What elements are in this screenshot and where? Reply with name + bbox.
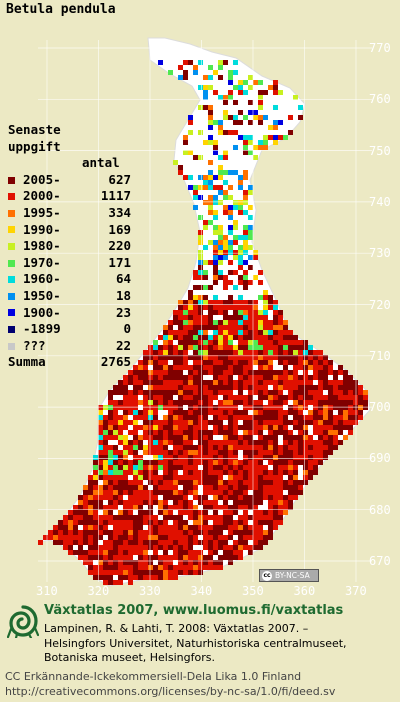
x-tick-label: 360 (293, 584, 316, 598)
citation-line-1: Lampinen, R. & Lahti, T. 2008: Växtatlas… (44, 622, 309, 635)
legend-item: 1995- 334 (8, 205, 131, 222)
x-tick-label: 370 (345, 584, 367, 598)
legend-item-count: 171 (108, 254, 131, 270)
cc-icon: cc (262, 570, 272, 581)
legend-sum-label: Summa (8, 354, 46, 370)
legend-item: ??? 22 (8, 338, 131, 355)
legend-item-count: 23 (115, 304, 131, 320)
legend-swatch (8, 292, 15, 300)
legend-item-count: 627 (108, 171, 131, 187)
legend-item-label: ??? (23, 337, 46, 353)
legend-item-label: 2005- (23, 171, 61, 187)
y-tick-label: 730 (369, 246, 391, 261)
license-line-1: CC Erkännande-Ickekommersiell-Dela Lika … (5, 670, 302, 683)
legend-item-label: 1970- (23, 254, 61, 270)
species-title: Betula pendula (6, 2, 116, 17)
license-text: CC Erkännande-Ickekommersiell-Dela Lika … (5, 670, 335, 699)
x-tick-label: 330 (139, 584, 161, 598)
map-canvas (38, 37, 372, 587)
citation-line-2: Helsingfors Universitet, Naturhistoriska… (44, 636, 347, 650)
legend-item: 1900- 23 (8, 305, 131, 322)
legend-item-label: 1995- (23, 204, 61, 220)
license-badge[interactable]: cc BY-NC-SA (259, 569, 319, 582)
legend-swatch (8, 242, 15, 250)
map-grid (38, 40, 372, 582)
legend-swatch (8, 193, 15, 201)
legend-swatch (8, 259, 15, 267)
legend-swatch (8, 309, 15, 317)
legend-item: 2000- 1117 (8, 188, 131, 205)
legend-item-count: 1117 (100, 188, 131, 204)
y-tick-label: 690 (369, 451, 391, 466)
legend-item: 1950- 18 (8, 288, 131, 305)
legend-item-count: 220 (108, 238, 131, 254)
footer-citation: Lampinen, R. & Lahti, T. 2008: Växtatlas… (44, 622, 347, 666)
y-tick-label: 700 (369, 400, 391, 415)
y-tick-label: 680 (369, 502, 391, 517)
legend-item: 2005- 627 (8, 172, 131, 189)
legend-item-label: 1900- (23, 304, 61, 320)
y-tick-label: 770 (369, 41, 391, 55)
legend-item: 1990- 169 (8, 222, 131, 239)
legend-swatch (8, 226, 15, 234)
legend-item-count: 22 (115, 337, 131, 353)
y-tick-label: 720 (369, 297, 391, 312)
citation-line-3: Botaniska museet, Helsingfors. (44, 651, 215, 664)
legend-sum-count: 2765 (100, 354, 131, 370)
x-tick-label: 350 (242, 584, 264, 598)
x-tick-label: 340 (190, 584, 213, 598)
legend: Senaste uppgift antal 2005- 627 2000- 1117 1… (8, 122, 131, 371)
legend-item-count: 334 (108, 204, 131, 220)
y-tick-label: 760 (369, 92, 391, 107)
legend-swatch (8, 209, 15, 217)
legend-item-label: 2000- (23, 188, 61, 204)
legend-swatch (8, 176, 15, 184)
x-tick-label: 310 (36, 584, 58, 598)
y-tick-label: 750 (369, 143, 391, 158)
occurrence-cells (38, 60, 368, 585)
legend-item: 1980- 220 (8, 238, 131, 255)
legend-item-count: 18 (115, 287, 131, 303)
legend-item-label: 1950- (23, 287, 61, 303)
luomus-logo-icon (7, 605, 39, 638)
y-tick-label: 710 (369, 348, 391, 363)
legend-item-label: 1960- (23, 271, 61, 287)
x-tick-label: 320 (87, 584, 110, 598)
legend-heading-1: Senaste (8, 122, 61, 137)
footer-title: Växtatlas 2007, www.luomus.fi/vaxtatlas (44, 603, 344, 618)
legend-swatch (8, 342, 15, 350)
legend-item-count: 169 (108, 221, 131, 237)
legend-item: 1960- 64 (8, 271, 131, 288)
distribution-map: Betula pendula Senaste uppgift antal 200… (6, 2, 391, 598)
y-tick-label: 670 (369, 554, 391, 568)
legend-item: -1899 0 (8, 321, 131, 338)
legend-item-count: 0 (123, 321, 131, 337)
legend-swatch (8, 325, 15, 333)
legend-sum-row: Summa 2765 (8, 354, 131, 371)
legend-item-label: -1899 (23, 321, 61, 337)
y-tick-label: 740 (369, 194, 391, 209)
legend-item-count: 64 (115, 271, 131, 287)
legend-heading-2: uppgift (8, 138, 61, 154)
legend-item: 1970- 171 (8, 255, 131, 272)
legend-count-header: antal (82, 155, 120, 171)
legend-swatch (8, 276, 15, 284)
license-line-2[interactable]: http://creativecommons.org/licenses/by-n… (5, 684, 336, 698)
legend-item-label: 1990- (23, 221, 61, 237)
legend-item-label: 1980- (23, 238, 61, 254)
license-badge-text: BY-NC-SA (275, 571, 310, 580)
